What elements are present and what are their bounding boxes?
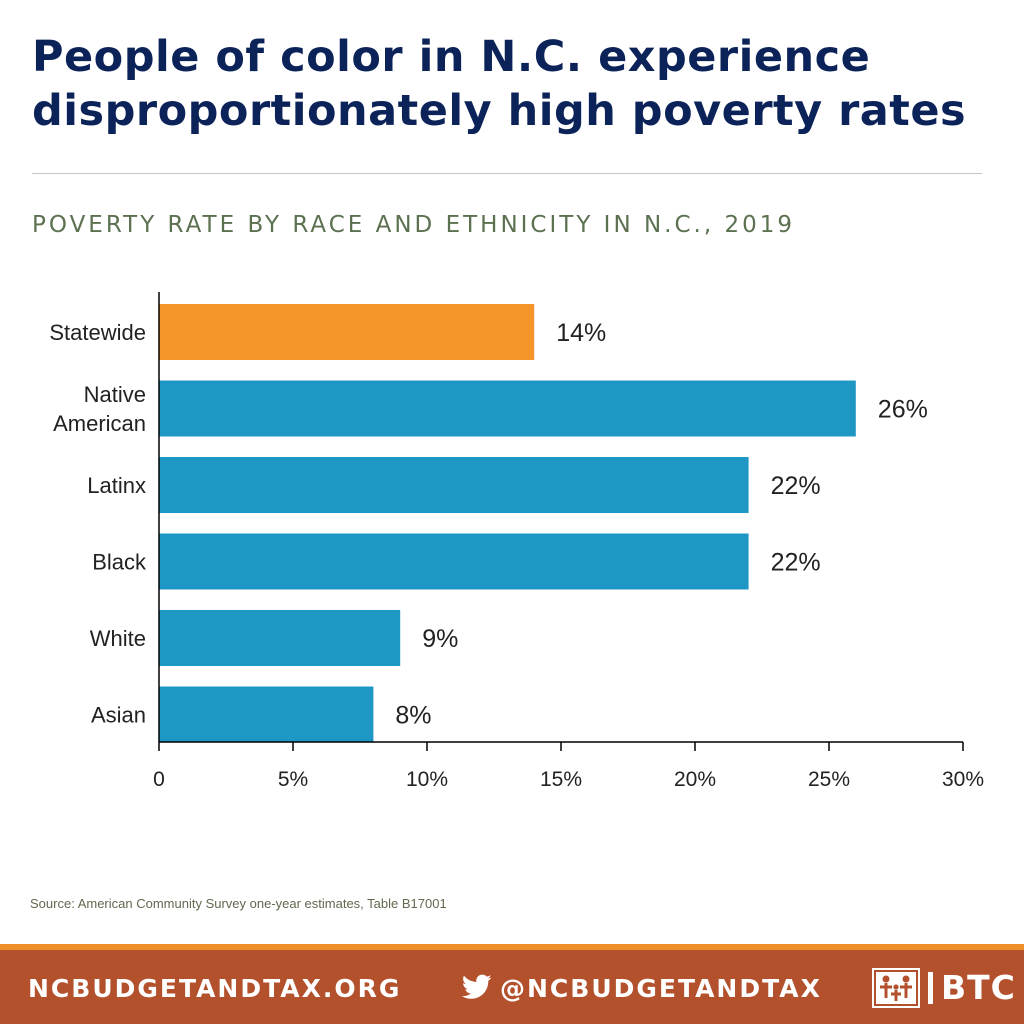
x-tick-label-0: 0 <box>153 768 165 791</box>
page-title: People of color in N.C. experience dispr… <box>32 30 1002 138</box>
footer-stripe <box>0 944 1024 950</box>
bar-4 <box>159 610 401 666</box>
footer-bar: NCBUDGETANDTAX.ORG @NCBUDGETANDTAX BTC <box>0 950 1024 1024</box>
category-label-1-0: Native <box>84 382 146 407</box>
title-line-1: People of color in N.C. experience <box>32 32 871 82</box>
data-label-0: 14% <box>556 319 606 347</box>
category-label-2-0: Latinx <box>87 473 146 498</box>
x-tick-label-5: 25% <box>808 768 850 791</box>
data-label-3: 22% <box>771 549 821 577</box>
family-icon <box>872 968 920 1008</box>
poverty-bar-chart: 14% Statewide 26% Native American 22% Latinx 22… <box>49 292 984 791</box>
category-label-0-0: Statewide <box>49 320 146 345</box>
source-note: Source: American Community Survey one-ye… <box>30 896 447 911</box>
chart-subtitle: POVERTY RATE BY RACE AND ETHNICITY IN N.… <box>32 212 796 238</box>
category-label-3-0: Black <box>92 550 147 575</box>
bar-3 <box>159 533 749 590</box>
website-link[interactable]: NCBUDGETANDTAX.ORG <box>28 974 402 1003</box>
bar-0 <box>159 304 535 360</box>
title-line-2: disproportionately high poverty rates <box>32 86 967 136</box>
data-label-2: 22% <box>771 472 821 500</box>
x-tick-label-2: 10% <box>406 768 448 791</box>
bar-1 <box>159 380 856 437</box>
x-tick-label-6: 30% <box>942 768 984 791</box>
x-tick-label-1: 5% <box>278 768 308 791</box>
logo-separator <box>928 972 933 1004</box>
bar-5 <box>159 686 374 743</box>
category-label-1-1: American <box>53 411 146 436</box>
data-label-4: 9% <box>422 625 458 653</box>
category-label-5-0: Asian <box>91 703 146 728</box>
twitter-bird-icon <box>462 974 492 999</box>
x-tick-label-4: 20% <box>674 768 716 791</box>
data-label-5: 8% <box>395 702 431 730</box>
x-tick-label-3: 15% <box>540 768 582 791</box>
data-label-1: 26% <box>878 396 928 424</box>
twitter-handle-link[interactable]: @NCBUDGETANDTAX <box>500 974 822 1003</box>
category-label-4-0: White <box>90 626 146 651</box>
bar-2 <box>159 457 749 513</box>
title-divider <box>32 173 982 174</box>
btc-logo-text: BTC <box>941 968 1016 1007</box>
